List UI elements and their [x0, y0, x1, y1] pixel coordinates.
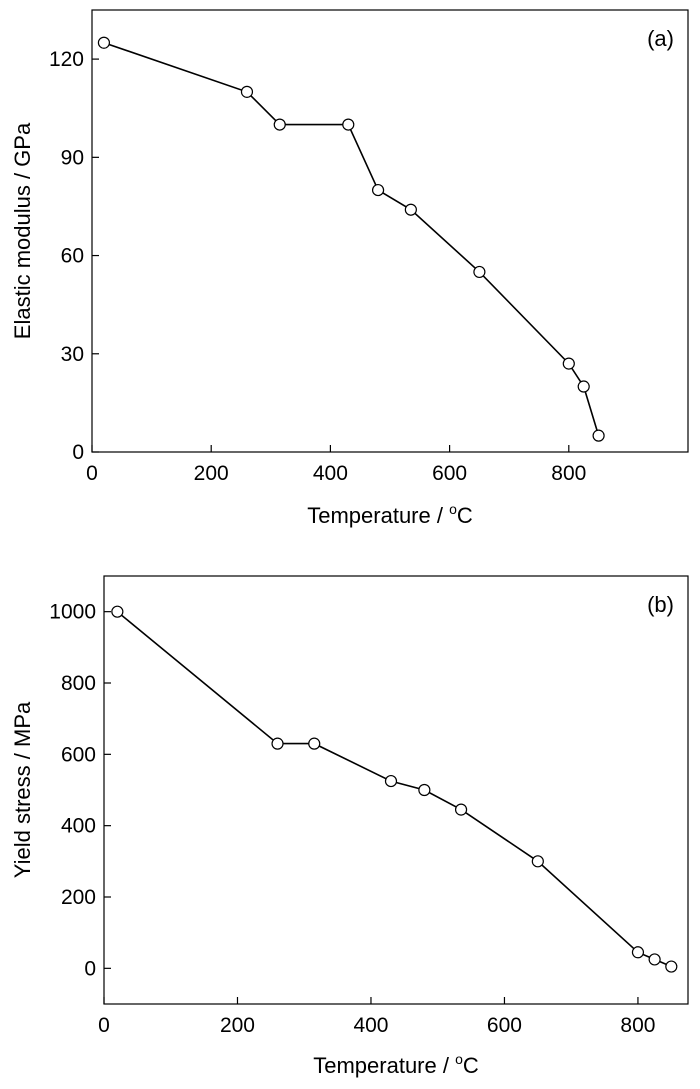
- data-point: [648, 953, 661, 966]
- data-point: [577, 380, 590, 393]
- y-axis-title: Yield stress / MPa: [10, 701, 35, 878]
- data-point: [592, 429, 605, 442]
- y-tick-label: 90: [61, 146, 84, 169]
- data-point: [531, 855, 544, 868]
- x-tick-label: 400: [313, 462, 348, 485]
- y-tick-label: 0: [84, 957, 96, 980]
- x-axis-title-degree: o: [455, 1051, 463, 1067]
- x-tick-label: 400: [353, 1014, 388, 1037]
- data-point: [273, 118, 286, 131]
- x-axis-title-unit: C: [463, 1053, 479, 1078]
- y-tick-label: 600: [61, 743, 96, 766]
- data-point: [240, 85, 254, 98]
- y-tick-label: 800: [61, 672, 96, 695]
- x-axis-title-text: Temperature /: [313, 1053, 455, 1078]
- data-point: [631, 946, 645, 959]
- x-tick-label: 200: [220, 1014, 255, 1037]
- x-tick-label: 800: [551, 462, 586, 485]
- data-point: [404, 203, 417, 216]
- x-tick-label: 600: [487, 1014, 522, 1037]
- data-point: [665, 960, 678, 973]
- x-tick-label: 600: [432, 462, 467, 485]
- data-point: [97, 36, 111, 49]
- plot-frame: [91, 9, 689, 453]
- x-axis-title: Temperature / oC: [307, 501, 473, 528]
- y-axis-title: Elastic modulus / GPa: [10, 122, 35, 339]
- y-tick-label: 400: [61, 815, 96, 838]
- x-axis-title: Temperature / oC: [313, 1051, 479, 1078]
- data-point: [271, 737, 284, 750]
- data-point: [418, 783, 431, 797]
- series-line: [103, 41, 600, 436]
- y-tick-label: 30: [61, 343, 84, 366]
- series-line: [116, 611, 672, 968]
- y-tick-label: 0: [72, 441, 84, 464]
- panel-label: (a): [647, 26, 674, 51]
- y-tick-label: 1000: [49, 601, 96, 624]
- data-point: [384, 774, 398, 788]
- x-tick-label: 800: [620, 1014, 655, 1037]
- data-point: [454, 803, 468, 816]
- data-point: [308, 737, 321, 750]
- x-axis-title-text: Temperature /: [307, 503, 449, 528]
- x-axis-title-degree: o: [449, 501, 457, 517]
- data-point: [342, 118, 355, 131]
- chart-panel-b: 0 200 400 600 800 0 200 400 600 800 1000 Temperatur…: [10, 575, 689, 1078]
- data-point: [111, 605, 124, 618]
- x-axis-title-unit: C: [457, 503, 473, 528]
- data-point: [371, 183, 385, 197]
- y-tick-label: 60: [61, 245, 84, 268]
- data-point: [473, 265, 486, 279]
- x-tick-label: 0: [86, 462, 98, 485]
- y-tick-label: 200: [61, 886, 96, 909]
- plot-frame: [103, 575, 689, 1005]
- y-tick-label: 120: [49, 48, 84, 71]
- x-tick-label: 0: [98, 1014, 110, 1037]
- x-tick-label: 200: [194, 462, 229, 485]
- panel-label: (b): [647, 592, 674, 617]
- data-point: [562, 357, 575, 370]
- chart-panel-a: 0 200 400 600 800 0 30 60 90 120 Temperature / oC E…: [10, 9, 689, 528]
